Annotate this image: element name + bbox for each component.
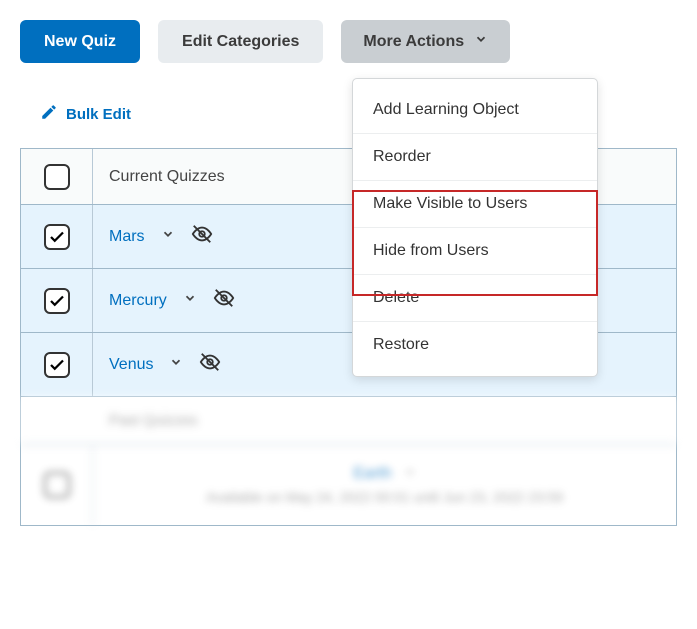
header-check-cell bbox=[21, 149, 93, 204]
toolbar: New Quiz Edit Categories More Actions bbox=[20, 20, 677, 63]
quiz-name-link[interactable]: Mars bbox=[109, 228, 145, 246]
bulk-edit-label: Bulk Edit bbox=[66, 106, 131, 123]
dropdown-item-make-visible[interactable]: Make Visible to Users bbox=[353, 181, 597, 228]
new-quiz-button[interactable]: New Quiz bbox=[20, 20, 140, 63]
row-checkbox[interactable] bbox=[44, 224, 70, 250]
more-actions-dropdown: Add Learning Object Reorder Make Visible… bbox=[352, 78, 598, 377]
dropdown-item-add-learning-object[interactable]: Add Learning Object bbox=[353, 87, 597, 134]
hidden-icon bbox=[191, 223, 213, 250]
table-row: Earth Available on May 24, 2022 00:01 un… bbox=[21, 445, 676, 525]
edit-categories-button[interactable]: Edit Categories bbox=[158, 20, 323, 63]
chevron-down-icon[interactable] bbox=[169, 355, 183, 374]
check-cell bbox=[21, 333, 93, 396]
edit-icon bbox=[40, 103, 58, 125]
hidden-icon bbox=[213, 287, 235, 314]
quiz-name-link[interactable]: Venus bbox=[109, 356, 153, 374]
hidden-icon bbox=[199, 351, 221, 378]
dropdown-item-delete[interactable]: Delete bbox=[353, 275, 597, 322]
check-cell bbox=[21, 269, 93, 332]
more-actions-button[interactable]: More Actions bbox=[341, 20, 510, 63]
dropdown-item-reorder[interactable]: Reorder bbox=[353, 134, 597, 181]
current-quizzes-label: Current Quizzes bbox=[109, 168, 225, 186]
bulk-edit-link[interactable]: Bulk Edit bbox=[40, 103, 131, 125]
more-actions-label: More Actions bbox=[363, 33, 464, 51]
chevron-down-icon[interactable] bbox=[183, 291, 197, 310]
row-content: Earth Available on May 24, 2022 00:01 un… bbox=[93, 465, 676, 505]
row-checkbox[interactable] bbox=[44, 352, 70, 378]
row-checkbox[interactable] bbox=[44, 288, 70, 314]
select-all-checkbox[interactable] bbox=[44, 164, 70, 190]
category-row: Past Quizzes bbox=[21, 397, 676, 445]
row-checkbox[interactable] bbox=[44, 472, 70, 498]
check-cell bbox=[21, 205, 93, 268]
dropdown-item-restore[interactable]: Restore bbox=[353, 322, 597, 368]
chevron-down-icon bbox=[404, 465, 416, 483]
availability-label: Available on May 24, 2022 00:01 until Ju… bbox=[206, 489, 563, 505]
category-label: Past Quizzes bbox=[109, 412, 197, 429]
chevron-down-icon bbox=[474, 32, 488, 51]
quiz-name-link: Earth bbox=[353, 465, 391, 483]
check-cell bbox=[21, 445, 93, 525]
chevron-down-icon[interactable] bbox=[161, 227, 175, 246]
quiz-name-link[interactable]: Mercury bbox=[109, 292, 167, 310]
dropdown-item-hide-from-users[interactable]: Hide from Users bbox=[353, 228, 597, 275]
